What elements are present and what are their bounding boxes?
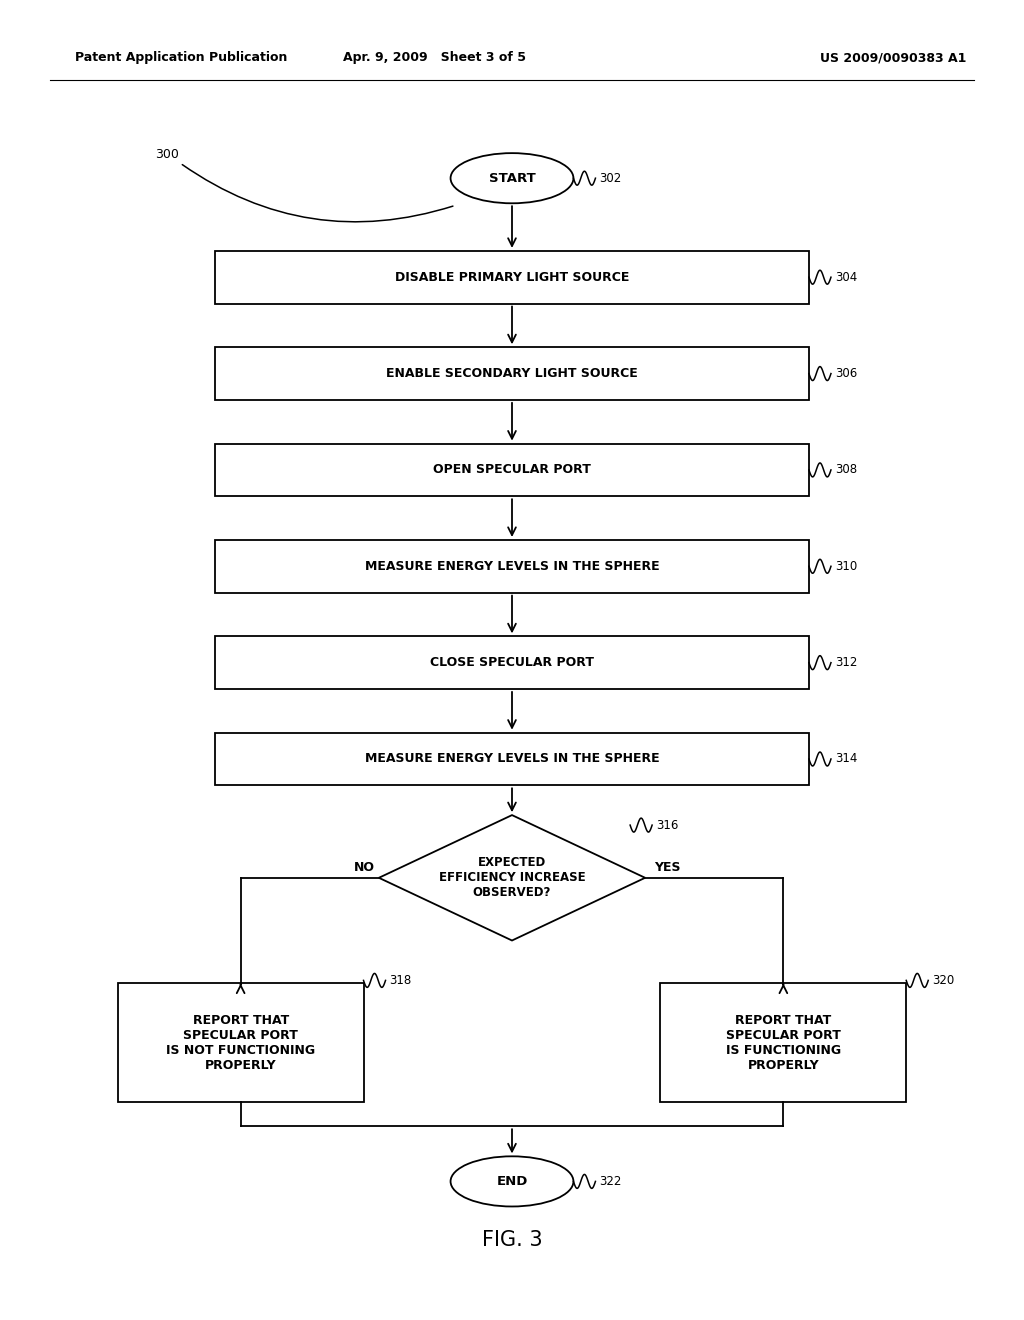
Bar [215,347,809,400]
Text: ENABLE SECONDARY LIGHT SOURCE: ENABLE SECONDARY LIGHT SOURCE [386,367,638,380]
Text: 306: 306 [835,367,857,380]
Bar [660,983,906,1102]
Text: CLOSE SPECULAR PORT: CLOSE SPECULAR PORT [430,656,594,669]
Ellipse shape [451,1156,573,1206]
Polygon shape [379,814,645,941]
Text: Patent Application Publication: Patent Application Publication [75,51,288,65]
Text: START: START [488,172,536,185]
Ellipse shape [451,153,573,203]
Text: 322: 322 [599,1175,622,1188]
Text: END: END [497,1175,527,1188]
Bar [215,251,809,304]
Text: MEASURE ENERGY LEVELS IN THE SPHERE: MEASURE ENERGY LEVELS IN THE SPHERE [365,560,659,573]
Bar [215,636,809,689]
Text: 314: 314 [835,752,857,766]
Text: 300: 300 [155,149,179,161]
Text: EXPECTED
EFFICIENCY INCREASE
OBSERVED?: EXPECTED EFFICIENCY INCREASE OBSERVED? [438,857,586,899]
Bar [118,983,364,1102]
Text: FIG. 3: FIG. 3 [481,1230,543,1250]
Text: MEASURE ENERGY LEVELS IN THE SPHERE: MEASURE ENERGY LEVELS IN THE SPHERE [365,752,659,766]
Bar [215,540,809,593]
Text: 316: 316 [656,818,679,832]
Text: YES: YES [654,862,680,874]
Text: 304: 304 [835,271,857,284]
Bar [215,733,809,785]
Text: 312: 312 [835,656,857,669]
Text: Apr. 9, 2009   Sheet 3 of 5: Apr. 9, 2009 Sheet 3 of 5 [343,51,526,65]
Text: 310: 310 [835,560,857,573]
Text: 302: 302 [599,172,622,185]
Text: DISABLE PRIMARY LIGHT SOURCE: DISABLE PRIMARY LIGHT SOURCE [395,271,629,284]
Text: US 2009/0090383 A1: US 2009/0090383 A1 [820,51,967,65]
Text: REPORT THAT
SPECULAR PORT
IS FUNCTIONING
PROPERLY: REPORT THAT SPECULAR PORT IS FUNCTIONING… [726,1014,841,1072]
Text: 318: 318 [389,974,412,987]
Text: 320: 320 [932,974,954,987]
Text: REPORT THAT
SPECULAR PORT
IS NOT FUNCTIONING
PROPERLY: REPORT THAT SPECULAR PORT IS NOT FUNCTIO… [166,1014,315,1072]
Text: 308: 308 [835,463,857,477]
Text: OPEN SPECULAR PORT: OPEN SPECULAR PORT [433,463,591,477]
Bar [215,444,809,496]
Text: NO: NO [353,862,375,874]
